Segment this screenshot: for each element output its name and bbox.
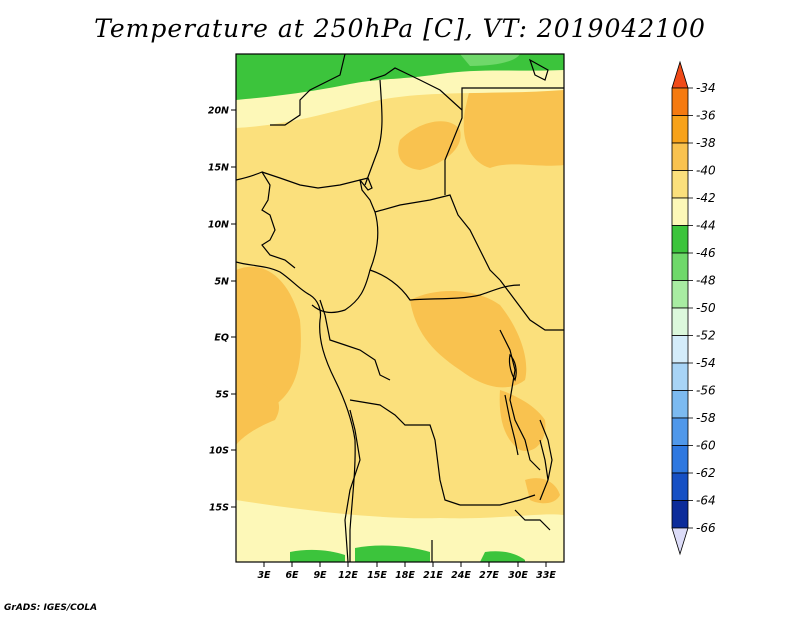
colorbar-swatch <box>671 500 689 529</box>
border-libya-chad <box>369 67 463 111</box>
border-sudan-libya <box>444 87 564 195</box>
colorbar-label: -66 <box>696 521 716 535</box>
lat-label: 10N <box>208 220 229 231</box>
lon-label: 18E <box>395 570 415 581</box>
lake-chad <box>358 177 373 191</box>
field-south-green-44b <box>355 545 430 562</box>
colorbar-bottom-arrow <box>671 527 689 556</box>
border-niger-chad <box>364 79 383 186</box>
colorbar-swatch <box>671 362 689 391</box>
colorbar-label: -34 <box>696 81 716 95</box>
field-mozambique-38 <box>525 478 560 504</box>
lon-label: 9E <box>313 570 327 581</box>
lon-label: 21E <box>423 570 443 581</box>
field-south-green-44a <box>290 549 345 562</box>
lat-label: EQ <box>214 333 229 344</box>
lat-label: 15N <box>208 163 229 174</box>
border-zimbabwe <box>514 509 551 531</box>
map-title: Temperature at 250hPa [C], VT: 201904210… <box>94 14 706 43</box>
colorbar-label: -50 <box>696 301 716 315</box>
colorbar-label: -48 <box>696 274 716 288</box>
lake-tanganyika <box>504 394 519 456</box>
colorbar-swatch <box>671 417 689 446</box>
border-uganda-kenya <box>499 279 564 331</box>
lake-victoria <box>508 353 517 382</box>
colorbar-label: -60 <box>696 439 716 453</box>
border-chad-car <box>374 194 501 281</box>
coastlines-and-lakes <box>236 58 549 562</box>
lon-label: 27E <box>479 570 499 581</box>
colorbar-swatch <box>671 115 689 144</box>
colorbar-label: -64 <box>696 494 716 508</box>
colorbar-label: -56 <box>696 384 716 398</box>
field-south-green-44c <box>480 551 525 562</box>
border-gabon-congo <box>319 299 391 381</box>
colorbar-swatch <box>671 390 689 419</box>
colorbar-top-arrow <box>671 60 689 89</box>
colorbar-swatch <box>671 252 689 281</box>
lon-label: 6E <box>285 570 299 581</box>
lon-label: 3E <box>257 570 271 581</box>
colorbar-label: -62 <box>696 466 716 480</box>
colorbar-swatch <box>671 307 689 336</box>
field-atlantic-38 <box>236 370 280 445</box>
border-malawi <box>539 419 553 501</box>
field-north-green-46 <box>460 54 520 66</box>
temperature-field <box>236 54 564 562</box>
colorbar-label: -54 <box>696 356 716 370</box>
atlantic-coastline <box>236 261 356 562</box>
border-car-congo <box>369 269 521 301</box>
colorbar-swatch <box>671 445 689 474</box>
colorbar-label: -38 <box>696 136 716 150</box>
lake-malawi <box>539 439 549 481</box>
colorbar-label: -40 <box>696 164 716 178</box>
lon-label: 12E <box>338 570 358 581</box>
colorbar-swatch <box>671 142 689 171</box>
field-northeast-38 <box>463 88 564 168</box>
border-algeria-niger <box>270 54 346 126</box>
colorbar: -34 -36 -38 -40 -42 -44 -46 -48 -50 -52 -54 -56 -58 -… <box>671 60 716 556</box>
lon-label: 30E <box>508 570 528 581</box>
colorbar-swatch <box>671 225 689 254</box>
colorbar-swatch <box>671 280 689 309</box>
border-cameroon <box>311 211 379 314</box>
border-niger-nigeria <box>261 171 376 213</box>
country-borders <box>236 54 564 562</box>
field-chad-38 <box>398 121 461 170</box>
colorbar-swatch <box>671 335 689 364</box>
colorbar-label: -52 <box>696 329 716 343</box>
border-lakes-east <box>499 329 541 471</box>
colorbar-swatch <box>671 170 689 199</box>
colorbar-swatch <box>671 472 689 501</box>
lat-label: 15S <box>209 503 229 514</box>
field-congo-38 <box>410 290 527 388</box>
colorbar-swatch <box>671 197 689 226</box>
map-frame <box>235 53 565 563</box>
border-angola-drc <box>349 399 461 506</box>
lon-label: 15E <box>367 570 387 581</box>
border-angola-west <box>344 409 361 562</box>
sinai-coast <box>528 58 549 81</box>
longitude-axis: 3E 6E 9E 12E 15E 18E 21E 24E 27E 30E 33E <box>257 562 556 581</box>
lat-label: 5N <box>214 277 229 288</box>
colorbar-swatch <box>671 87 689 116</box>
lon-label: 24E <box>451 570 471 581</box>
grads-credit: GrADS: IGES/COLA <box>4 603 98 613</box>
latitude-axis: 20N 15N 10N 5N EQ 5S 10S 15S <box>208 106 236 514</box>
colorbar-label: -42 <box>696 191 716 205</box>
colorbar-label: -58 <box>696 411 716 425</box>
colorbar-label: -46 <box>696 246 716 260</box>
lat-label: 10S <box>209 446 229 457</box>
lat-label: 20N <box>208 106 229 117</box>
colorbar-label: -36 <box>696 109 716 123</box>
lat-label: 5S <box>216 390 230 401</box>
border-zambia <box>460 494 536 506</box>
colorbar-label: -44 <box>696 219 716 233</box>
field-south-band-42 <box>236 500 564 562</box>
lon-label: 33E <box>536 570 556 581</box>
